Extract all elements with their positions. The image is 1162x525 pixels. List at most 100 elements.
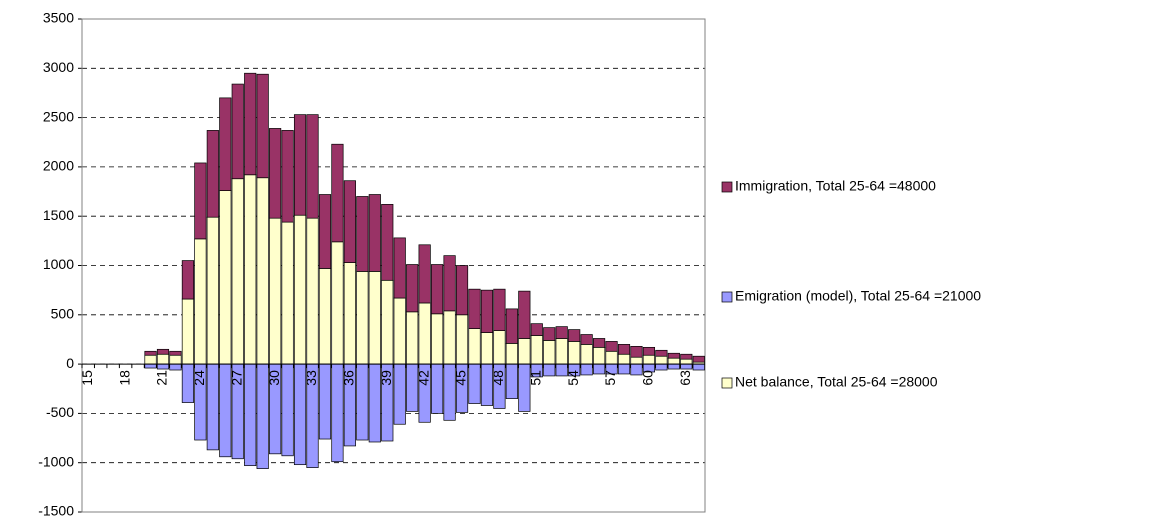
bar-segment [593,338,606,348]
y-tick-label: 2500 [43,108,74,124]
bar-segment [468,288,481,329]
bar-segment [505,308,518,344]
bar-segment [480,332,494,365]
y-tick-label: 500 [51,306,75,322]
bar-segment [493,288,506,331]
bar-segment [431,264,444,315]
bar-segment [293,114,307,216]
bar-segment [543,327,556,341]
bar-segment [331,241,344,365]
x-tick-label: 60 [640,370,656,386]
bar-segment [431,313,444,365]
bar-segment [605,350,618,365]
bar-segment [605,341,618,352]
bar-segment [169,363,182,371]
bar-segment [356,271,369,365]
bar-segment [144,354,157,365]
bar-segment [642,346,656,356]
x-tick-label: 45 [453,370,469,386]
bar-segment [306,114,319,219]
x-tick-label: 15 [79,370,95,386]
x-tick-label: 27 [228,370,244,386]
y-tick-label: 1500 [43,207,74,223]
bar-segment [555,338,568,365]
bar-segment [219,97,232,191]
y-tick-label: 0 [66,355,74,371]
legend-label: Net balance, Total 25-64 =28000 [735,374,938,390]
bar-segment [256,73,269,179]
bar-segment [393,237,406,299]
bar-segment [543,363,556,377]
bar-segment [269,128,282,219]
bar-segment [381,279,394,365]
bar-segment [318,268,332,365]
bar-segment [680,363,693,370]
y-tick-label: 3500 [43,10,74,26]
bar-segment [617,363,631,375]
y-tick-label: 3000 [43,59,74,75]
bar-segment [443,310,456,365]
x-tick-label: 54 [565,370,581,386]
bar-segment [667,363,680,370]
bar-segment [505,343,518,365]
legend-swatch [721,181,733,193]
bar-segment [144,350,157,356]
bar-segment [318,363,332,440]
x-tick-label: 39 [378,370,394,386]
y-tick-label: 1000 [43,256,74,272]
bar-segment [244,174,257,365]
bar-segment [617,344,631,355]
legend-swatch [721,377,733,389]
bar-segment [667,352,680,359]
x-tick-label: 33 [303,370,319,386]
legend-swatch [721,291,733,303]
bar-segment [381,204,394,281]
bar-segment [518,290,531,339]
bar-segment [343,262,356,365]
bar-segment [206,130,219,218]
bar-segment [206,216,219,365]
bar-segment [406,264,419,313]
x-tick-label: 57 [602,370,618,386]
x-tick-label: 21 [154,370,170,386]
bar-segment [318,194,332,269]
bar-segment [555,326,568,339]
bar-segment [194,162,207,240]
bar-segment [393,363,406,425]
bar-segment [406,311,419,365]
bar-segment [580,344,593,365]
bar-segment [630,356,643,365]
bar-segment [518,338,531,365]
bar-segment [269,217,282,365]
bar-segment [219,190,232,365]
plot-border [81,18,706,513]
bar-segment [169,350,182,356]
bar-segment [680,358,693,365]
bar-segment [431,363,444,414]
y-tick-label: 2000 [43,158,74,174]
bar-segment [692,355,705,363]
y-tick-label: -500 [46,404,74,420]
bar-segment [617,353,631,365]
bar-segment [593,346,606,365]
bar-segment [468,363,481,404]
bar-segment [543,340,556,365]
bar-segment [368,271,381,365]
bar-segment [356,363,369,441]
bar-segment [244,72,257,176]
bar-segment [580,334,593,345]
y-tick-label: -1500 [38,503,74,519]
bar-segment [530,323,543,336]
bar-segment [181,260,194,300]
bar-segment [343,180,356,263]
legend-label: Emigration (model), Total 25-64 =21000 [735,288,981,304]
bar-segment [393,297,406,365]
bar-segment [630,346,643,358]
x-tick-label: 63 [677,370,693,386]
x-tick-label: 36 [341,370,357,386]
bar-segment [181,298,194,365]
bar-segment [281,130,294,223]
bar-segment [455,314,469,365]
bar-segment [194,238,207,365]
